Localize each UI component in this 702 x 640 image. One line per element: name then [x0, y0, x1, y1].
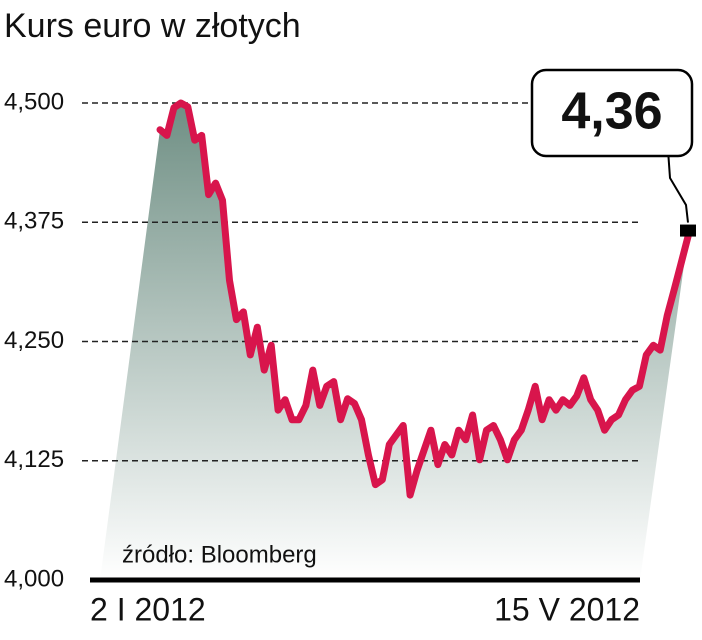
end-marker	[680, 224, 696, 237]
chart-title: Kurs euro w złotych	[4, 7, 301, 45]
x-tick-label: 15 V 2012	[494, 591, 640, 627]
y-tick-label: 4,375	[4, 208, 64, 235]
y-tick-label: 4,500	[4, 88, 64, 115]
source-note: źródło: Bloomberg	[122, 541, 317, 568]
callout-pointer	[667, 149, 689, 223]
y-tick-label: 4,125	[4, 446, 64, 473]
value-label: 4,36	[561, 83, 662, 141]
y-tick-label: 4,000	[4, 565, 64, 592]
x-tick-label: 2 I 2012	[90, 591, 206, 627]
y-tick-label: 4,250	[4, 327, 64, 354]
callout-box	[530, 68, 694, 158]
line	[156, 99, 692, 499]
